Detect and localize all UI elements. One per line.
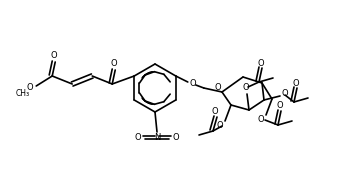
- Text: O: O: [258, 58, 264, 68]
- Text: O: O: [135, 133, 141, 141]
- Text: O: O: [27, 82, 34, 91]
- Text: O: O: [282, 89, 288, 97]
- Text: O: O: [293, 79, 299, 87]
- Text: O: O: [217, 120, 223, 130]
- Text: CH₃: CH₃: [15, 90, 29, 98]
- Text: O: O: [189, 80, 196, 89]
- Text: O: O: [173, 133, 179, 141]
- Text: O: O: [277, 102, 283, 111]
- Text: O: O: [258, 114, 264, 124]
- Text: O: O: [212, 108, 218, 117]
- Text: O: O: [243, 84, 249, 92]
- Text: O: O: [51, 52, 58, 60]
- Text: N: N: [154, 134, 160, 142]
- Text: O: O: [111, 59, 118, 69]
- Text: O: O: [215, 82, 221, 91]
